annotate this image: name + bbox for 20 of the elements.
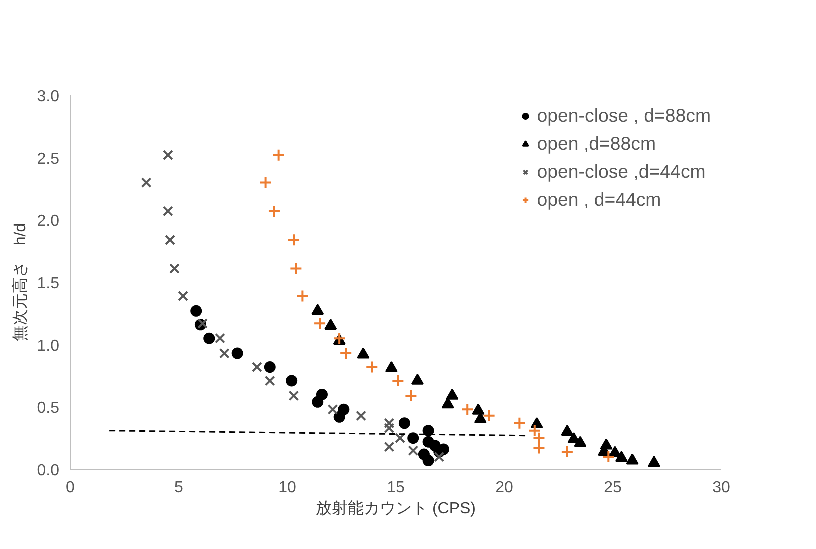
x-tick-label: 20 [496,480,514,496]
legend-label: open , d=44cm [537,189,662,211]
y-tick-label: 0.0 [37,462,60,480]
x-tick-label: 15 [387,480,405,496]
y-tick-label: 2.0 [37,213,60,230]
y-axis-title: 無次元高さ h/d [11,223,30,342]
y-tick-label: 3.0 [37,88,60,106]
x-tick-label: 10 [278,480,296,496]
y-tick-label: 0.5 [37,400,60,418]
x-tick-label: 25 [604,480,622,496]
legend-label: open ,d=88cm [537,133,656,155]
y-tick-label: 1.0 [37,338,60,355]
x-tick-label: 30 [712,480,730,496]
x-tick-label: 5 [174,480,184,496]
y-tick-label: 2.5 [37,150,60,168]
x-axis-title: 放射能カウント (CPS) [316,500,476,518]
y-tick-label: 1.5 [37,276,60,292]
legend-label: open-close , d=88cm [537,105,711,127]
legend-label: open-close ,d=44cm [537,161,706,183]
x-tick-label: 0 [66,480,76,496]
